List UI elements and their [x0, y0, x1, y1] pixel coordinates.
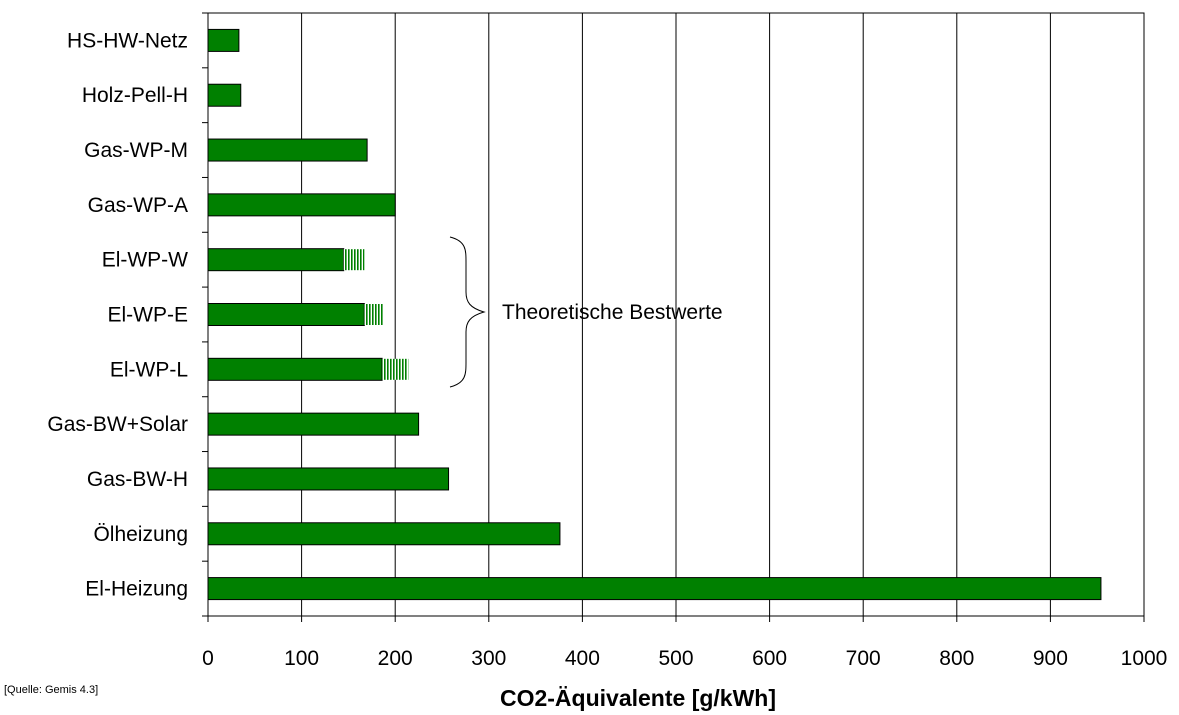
- annotation-brace: [449, 236, 486, 388]
- category-label: El-Heizung: [85, 578, 188, 601]
- bar: [207, 467, 450, 491]
- x-tick-label: 300: [471, 647, 506, 670]
- bar: [207, 138, 368, 162]
- x-tick-label: 0: [202, 647, 214, 670]
- x-tick-label: 700: [846, 647, 881, 670]
- x-axis-title: CO2-Äquivalente [g/kWh]: [499, 685, 776, 711]
- source-note: [Quelle: Gemis 4.3]: [4, 684, 99, 696]
- category-label: El-WP-W: [102, 249, 188, 272]
- x-axis: 0 100 200 300 400 500 600 700 800 900 1000: [202, 616, 1167, 670]
- category-label: Gas-WP-M: [84, 139, 188, 162]
- bar: [207, 357, 383, 381]
- bar: [207, 28, 240, 52]
- bar-bestwert-extension: [343, 249, 365, 271]
- x-tick-label: 900: [1033, 647, 1068, 670]
- bar-bestwert-extension: [364, 304, 384, 325]
- category-label: Holz-Pell-H: [82, 84, 188, 107]
- y-axis: HS-HW-Netz Holz-Pell-H Gas-WP-M Gas-WP-A El-…: [47, 12, 208, 617]
- bar: [207, 577, 1102, 601]
- category-label: El-WP-L: [110, 358, 188, 381]
- x-tick-label: 400: [565, 647, 600, 670]
- category-label: HS-HW-Netz: [67, 29, 188, 52]
- category-label: Gas-BW+Solar: [47, 413, 188, 436]
- bar: [207, 193, 396, 217]
- x-tick-label: 800: [939, 647, 974, 670]
- bar: [207, 522, 561, 546]
- x-tick-label: 500: [658, 647, 693, 670]
- bar: [207, 83, 242, 107]
- category-label: Gas-BW-H: [87, 468, 188, 491]
- gridlines: [301, 13, 1051, 616]
- category-label: Ölheizung: [93, 523, 188, 546]
- bar-bestwert-extension: [382, 358, 409, 380]
- category-label: Gas-WP-A: [88, 194, 188, 217]
- bar: [207, 412, 420, 436]
- bar: [207, 303, 365, 326]
- annotation-label: Theoretische Bestwerte: [502, 301, 723, 324]
- x-tick-label: 600: [752, 647, 787, 670]
- x-tick-label: 200: [378, 647, 413, 670]
- bar: [207, 248, 345, 272]
- x-tick-label: 1000: [1121, 647, 1168, 670]
- x-tick-label: 100: [284, 647, 319, 670]
- bars: [207, 28, 1102, 601]
- annotation: Theoretische Bestwerte: [449, 236, 723, 388]
- category-label: El-WP-E: [108, 304, 189, 327]
